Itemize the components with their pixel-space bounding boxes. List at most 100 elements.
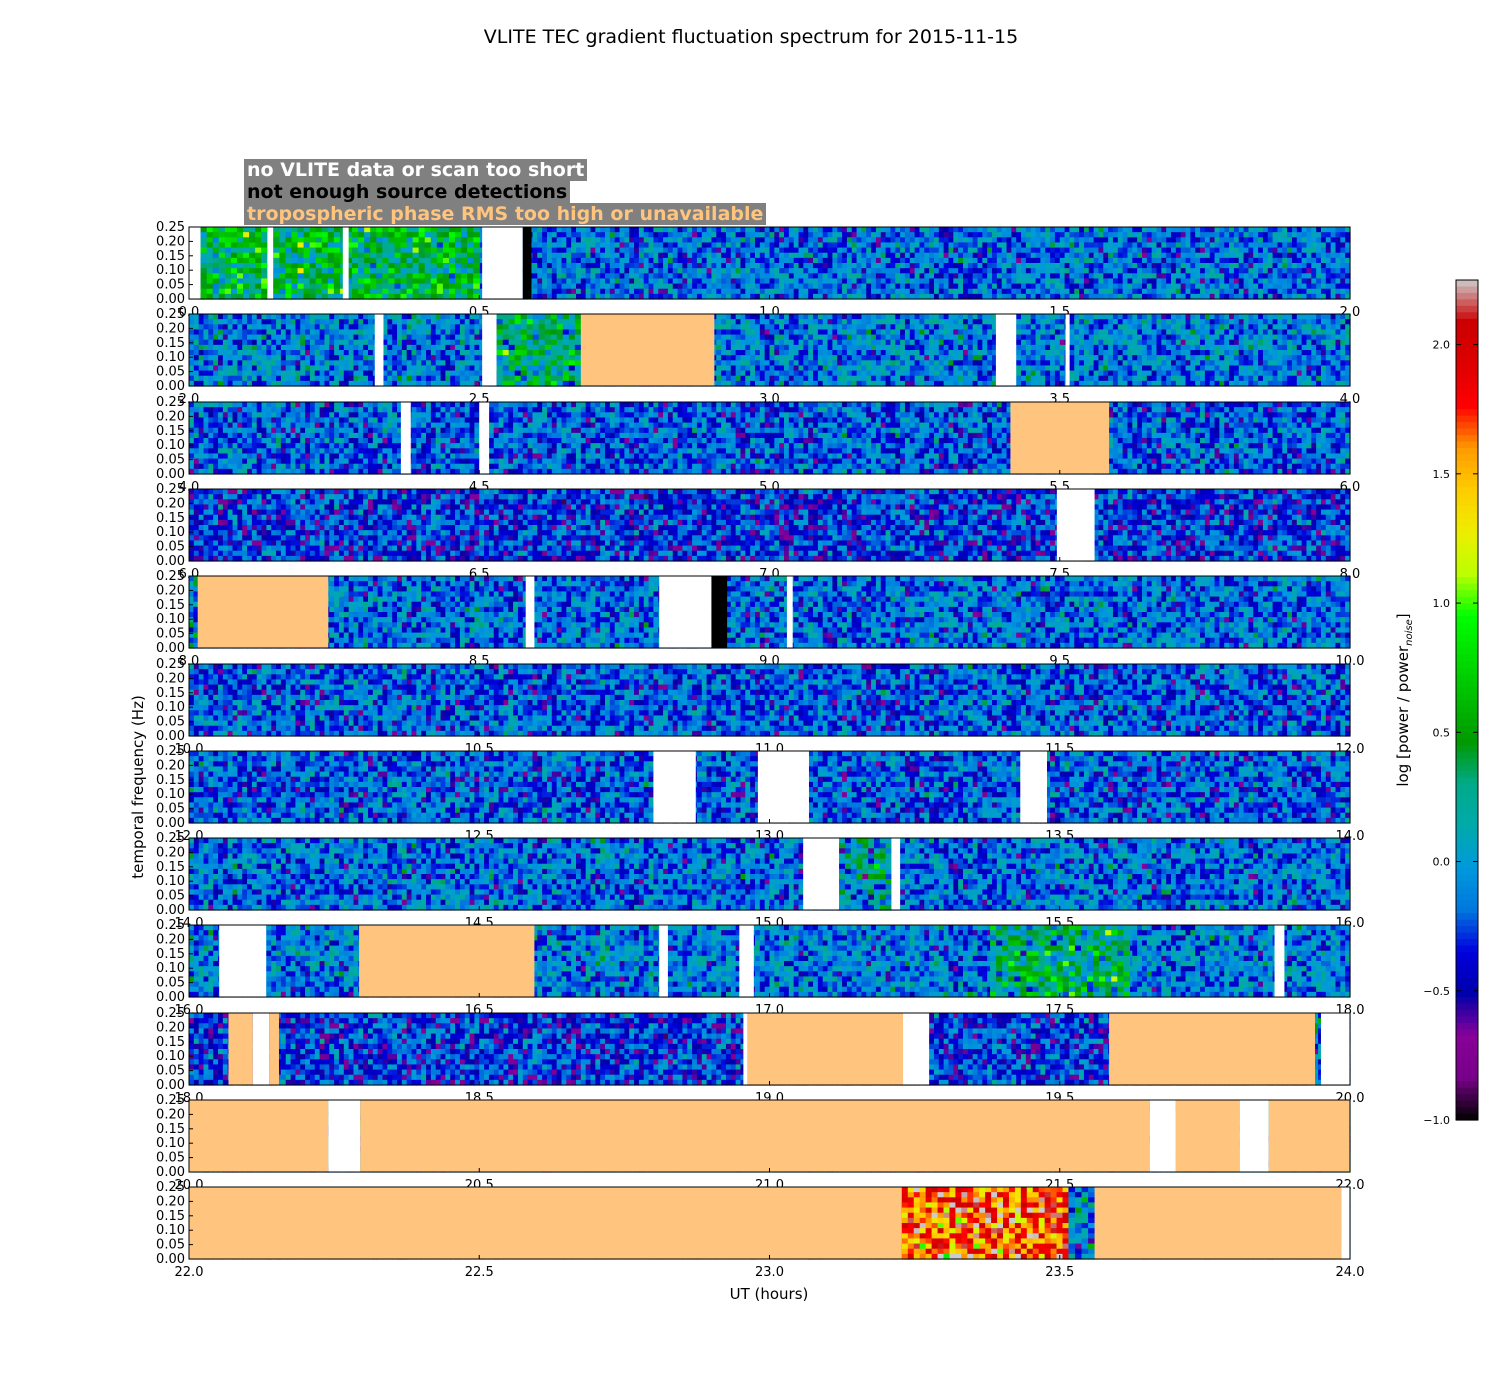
heat-cell xyxy=(1166,237,1172,244)
heat-cell xyxy=(1267,268,1274,274)
heat-cell xyxy=(1069,242,1075,249)
heat-cell xyxy=(933,247,940,254)
heat-cell xyxy=(895,237,901,244)
heat-cell xyxy=(663,242,669,249)
heat-cell xyxy=(730,227,737,233)
heat-cell xyxy=(473,242,480,249)
heat-cell xyxy=(537,252,543,259)
heat-cell xyxy=(1098,283,1104,290)
heat-cell xyxy=(537,283,543,290)
heat-cell xyxy=(1243,263,1250,269)
heat-cell xyxy=(958,263,964,269)
heat-cell xyxy=(305,329,311,336)
heat-cell xyxy=(1306,263,1312,269)
heat-cell xyxy=(1258,252,1264,259)
heat-cell xyxy=(1103,273,1109,280)
heat-cell xyxy=(279,232,287,238)
heat-cell xyxy=(837,232,843,238)
heat-cell xyxy=(303,232,311,238)
heat-cell xyxy=(919,252,925,259)
heat-cell xyxy=(363,334,369,341)
heat-cell xyxy=(222,375,229,382)
heat-cell xyxy=(793,242,800,249)
heat-cell xyxy=(237,380,243,387)
heat-cell xyxy=(295,375,301,382)
heat-cell xyxy=(334,329,340,336)
heat-cell xyxy=(363,360,369,367)
heat-cell xyxy=(1277,283,1283,290)
heat-cell xyxy=(1316,263,1322,269)
heat-cell xyxy=(1267,263,1274,269)
heat-cell xyxy=(1030,283,1037,290)
heat-cell xyxy=(895,283,901,290)
heat-cell xyxy=(890,232,896,238)
heat-cell xyxy=(243,288,250,295)
heat-cell xyxy=(721,278,727,285)
heat-cell xyxy=(546,278,553,285)
heat-cell xyxy=(416,319,422,325)
heat-cell xyxy=(1054,268,1061,274)
heat-cell xyxy=(189,375,195,382)
heat-cell xyxy=(222,355,229,361)
heat-cell xyxy=(271,314,277,320)
heat-cell xyxy=(788,278,795,285)
heat-cell xyxy=(1214,232,1220,238)
heat-cell xyxy=(585,283,592,290)
heat-cell xyxy=(1296,283,1303,290)
heat-cell xyxy=(943,252,950,259)
heat-cell xyxy=(730,252,737,259)
heat-cell xyxy=(249,247,256,254)
heat-cell xyxy=(774,257,780,264)
heat-cell xyxy=(1132,252,1138,259)
heat-cell xyxy=(290,334,297,341)
heat-cell xyxy=(1122,237,1129,244)
heat-cell xyxy=(924,232,930,238)
heat-cell xyxy=(682,227,688,233)
heat-cell xyxy=(982,242,988,249)
heat-cell xyxy=(914,288,921,295)
heat-cell xyxy=(1030,288,1037,295)
heat-cell xyxy=(663,288,669,295)
heat-cell xyxy=(972,247,979,254)
heat-cell xyxy=(261,257,268,264)
heat-cell xyxy=(890,252,896,259)
heat-cell xyxy=(1258,278,1264,285)
heat-cell xyxy=(206,278,214,285)
heat-cell xyxy=(370,252,377,259)
heat-cell xyxy=(919,237,925,244)
heat-cell xyxy=(856,278,863,285)
heat-cell xyxy=(730,268,737,274)
heat-cell xyxy=(224,242,232,249)
heat-cell xyxy=(1262,278,1269,285)
heat-cell xyxy=(1345,273,1351,280)
heat-cell xyxy=(382,232,389,238)
heat-cell xyxy=(992,263,998,269)
heat-cell xyxy=(412,257,420,264)
heat-cell xyxy=(725,227,732,233)
heat-cell xyxy=(276,319,282,325)
heat-cell xyxy=(1161,232,1167,238)
heat-cell xyxy=(242,375,248,382)
heat-cell xyxy=(648,247,654,254)
heat-cell xyxy=(319,370,326,377)
heat-cell xyxy=(682,288,688,295)
heat-cell xyxy=(1335,288,1341,295)
heat-cell xyxy=(193,339,200,346)
heat-cell xyxy=(305,314,311,320)
heat-cell xyxy=(203,344,209,351)
heat-cell xyxy=(1011,257,1017,264)
heat-cell xyxy=(424,227,432,233)
heat-cell xyxy=(1117,278,1124,285)
heat-cell xyxy=(1054,283,1061,290)
heat-cell xyxy=(658,263,664,269)
heat-cell xyxy=(1311,247,1317,254)
heat-cell xyxy=(996,268,1003,274)
heat-cell xyxy=(430,319,437,325)
heat-cell xyxy=(424,293,432,300)
heat-cell xyxy=(614,278,621,285)
heat-cell xyxy=(243,227,250,233)
heat-cell xyxy=(1127,237,1133,244)
heat-cell xyxy=(648,278,654,285)
heat-cell xyxy=(243,247,250,254)
heat-cell xyxy=(455,380,461,387)
